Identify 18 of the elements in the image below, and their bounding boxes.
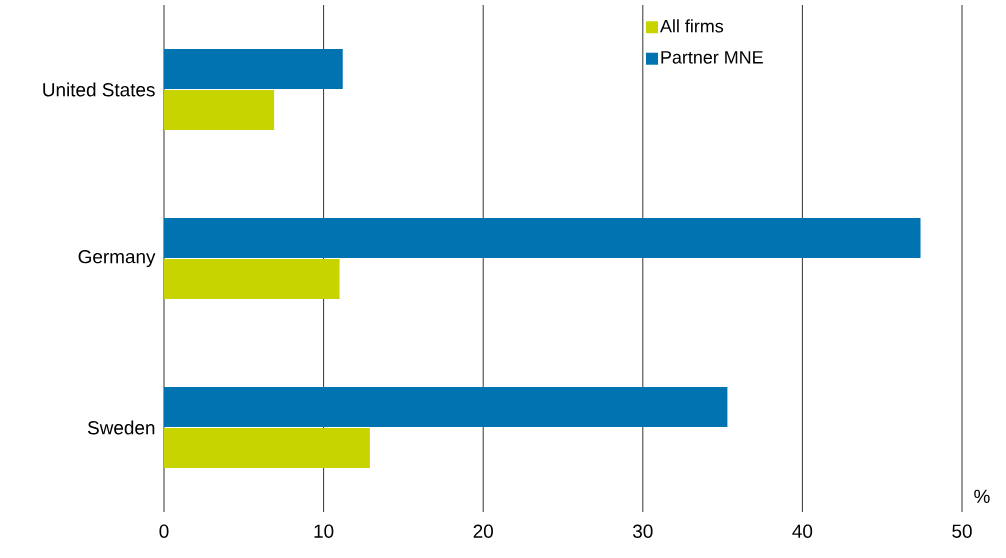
bar	[164, 218, 921, 258]
legend-label: All firms	[660, 19, 724, 33]
bar	[164, 90, 275, 130]
bar	[164, 428, 370, 469]
bar	[164, 49, 343, 89]
legend-label: Partner MNE	[661, 51, 763, 64]
bar	[164, 387, 728, 427]
x-tick-label: 10	[314, 524, 334, 538]
bar	[164, 259, 340, 299]
x-tick-label: 30	[632, 524, 653, 538]
x-tick-label: 0	[159, 524, 169, 538]
x-tick-label: 40	[792, 524, 813, 538]
y-tick-label: Germany	[78, 249, 156, 268]
y-tick-label: United States	[43, 82, 155, 97]
x-tick-label: 50	[952, 524, 972, 538]
y-tick-label: Sweden	[87, 420, 155, 435]
x-axis-title: %	[974, 489, 990, 503]
x-tick-label: 20	[473, 524, 493, 538]
